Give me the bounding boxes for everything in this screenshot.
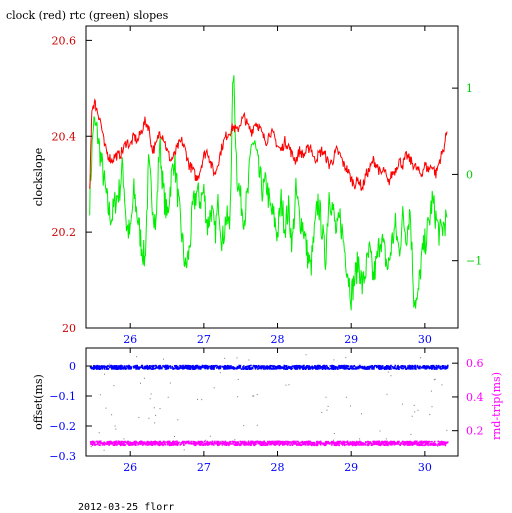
slope-left-tick-label: 20.4 — [52, 130, 77, 143]
offset-x-tick-label: 26 — [123, 461, 137, 474]
slope-left-tick-label: 20 — [62, 322, 76, 335]
slope-right-tick-label: −1 — [466, 255, 482, 268]
offset-plot-frame — [85, 347, 459, 457]
slope-chart-panel: 26 27 28 29 30 20 20.2 20.4 20.6 −1 0 1 clockslope — [32, 25, 482, 346]
slope-right-tick-label: 0 — [466, 168, 473, 181]
slope-plot-frame — [85, 25, 459, 329]
offset-x-tick-label: 27 — [197, 461, 211, 474]
rndtrip-right-tick-label: 0.6 — [466, 357, 484, 370]
clock-series-line — [89, 98, 448, 191]
offset-left-tick-label: −0.2 — [49, 420, 76, 433]
offset-left-tick-label: 0 — [69, 360, 76, 373]
offset-left-tick-label: −0.3 — [49, 450, 76, 463]
slope-left-tick-label: 20.6 — [52, 34, 77, 47]
plot-footer: 2012-03-25 florr — [78, 502, 175, 513]
slope-x-tick-label: 28 — [271, 333, 285, 346]
slope-x-tick-label: 29 — [344, 333, 358, 346]
offset-x-tick-label: 29 — [344, 461, 358, 474]
rndtrip-scatter-points — [89, 440, 449, 447]
plot-title: clock (red) rtc (green) slopes — [6, 9, 169, 22]
rndtrip-right-tick-label: 0.2 — [466, 425, 484, 438]
slope-x-tick-label: 30 — [418, 333, 432, 346]
offset-left-tick-label: −0.1 — [49, 390, 76, 403]
slope-x-tick-label: 26 — [123, 333, 137, 346]
offset-y-axis-label: offset(ms) — [32, 374, 45, 430]
offset-scatter-points — [89, 364, 449, 370]
rndtrip-y-axis-label: rnd-trip(ms) — [490, 372, 503, 440]
offset-rndtrip-chart-panel: 26 27 28 29 30 0 −0.1 −0.2 −0.3 0.2 0.4 0.6 offset(m… — [32, 347, 503, 474]
rndtrip-right-tick-label: 0.4 — [466, 391, 484, 404]
slope-y-axis-label: clockslope — [32, 148, 45, 206]
slope-right-tick-label: 1 — [466, 82, 473, 95]
rtc-series-line — [89, 75, 448, 311]
offset-x-tick-label: 28 — [271, 461, 285, 474]
offset-x-tick-label: 30 — [418, 461, 432, 474]
slope-left-tick-label: 20.2 — [52, 226, 77, 239]
slope-x-tick-label: 27 — [197, 333, 211, 346]
